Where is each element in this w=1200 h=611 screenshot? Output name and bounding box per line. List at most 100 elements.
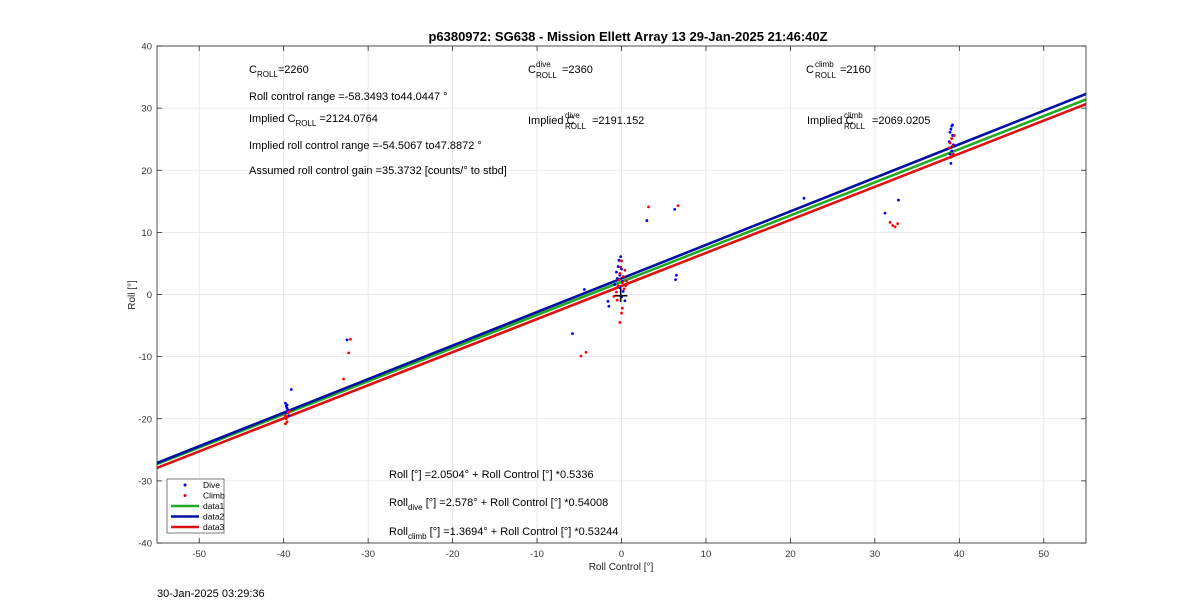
point-dive [949,162,953,165]
x-tick-label: 30 [870,549,881,560]
point-climb [349,337,352,341]
data-marks [156,92,1087,470]
point-climb [283,414,287,418]
point-climb [284,417,288,421]
point-climb [347,351,351,355]
point-climb [618,321,622,324]
point-dive [606,299,610,303]
svg-text:ROLL: ROLL [565,122,586,131]
svg-text:climb: climb [844,111,863,120]
point-climb [893,225,897,229]
legend-label-dive: Dive [203,480,220,490]
svg-text:ROLL: ROLL [536,71,557,80]
y-tick-label: 40 [141,42,152,53]
svg-text:C: C [528,64,536,76]
y-tick-label: -30 [138,476,152,487]
point-climb [891,224,894,227]
legend-swatch-climb [183,494,187,497]
svg-text:dive: dive [536,60,551,69]
chart-title: p6380972: SG638 - Mission Ellett Array 1… [428,29,827,44]
annotation-fit-climb: Rollclimb [°] =1.3694° + Roll Control [°… [389,526,618,541]
point-climb [948,141,952,145]
point-dive [948,130,952,134]
legend-label-climb: Climb [203,491,225,501]
fit-line-data3 [156,102,1087,470]
point-climb [949,155,953,159]
annotation-croll-climb: C climb ROLL =2160 [806,60,871,80]
svg-text:Implied C: Implied C [528,115,575,127]
point-dive [289,388,293,391]
point-dive [802,196,806,200]
x-tick-label: -20 [446,549,460,560]
y-axis-label: Roll [°] [127,280,138,310]
timestamp: 30-Jan-2025 03:29:36 [157,588,265,600]
legend-label-data3: data3 [203,522,225,532]
x-tick-label: 0 [619,549,624,560]
x-tick-label: 40 [954,549,965,560]
point-climb [283,422,287,426]
point-dive [674,278,677,281]
point-dive [283,411,287,414]
svg-text:Implied C: Implied C [807,115,854,127]
y-tick-label: 10 [141,228,152,239]
legend-label-data1: data1 [203,501,225,511]
y-tick-label: -20 [138,414,152,425]
point-climb [623,268,627,272]
annotation-roll-control-range: Roll control range =-58.3493 to44.0447 ° [249,91,448,103]
point-climb [624,284,628,288]
x-tick-label: 50 [1038,549,1049,560]
point-climb [620,259,623,263]
annotation-implied-croll: Implied CROLL =2124.0764 [249,113,378,128]
legend-item-data1: data1 [171,501,225,511]
y-tick-label: -10 [138,352,152,363]
point-climb [621,275,625,278]
svg-text:=2069.0205: =2069.0205 [872,115,930,127]
svg-text:=2191.152: =2191.152 [592,115,644,127]
point-dive [285,403,289,407]
svg-text:climb: climb [815,60,834,69]
annotation-implied-range: Implied roll control range =-54.5067 to4… [249,140,482,152]
point-climb [285,420,289,424]
plot-area: -50 -40 -30 -20 -10 0 10 20 30 40 50 -40 -30 -20 -10 0 1… [138,42,1087,560]
point-dive [621,289,625,293]
point-climb [888,221,892,224]
point-dive [948,152,952,156]
svg-text:ROLL: ROLL [844,122,865,131]
point-dive [287,414,291,418]
annotations: CROLL=2260 Roll control range =-58.3493 … [249,60,930,541]
point-climb [616,284,620,288]
point-dive [673,207,677,211]
x-tick-label: -30 [361,549,375,560]
point-dive [619,255,623,259]
point-climb [615,298,619,302]
point-dive [674,273,678,277]
point-dive [613,283,617,286]
point-climb [951,144,954,148]
point-dive [950,149,954,153]
legend-item-data3: data3 [171,522,225,532]
annotation-implied-climb: Implied C climb ROLL =2069.0205 [807,111,930,131]
point-dive [607,304,611,308]
annotation-fit-all: Roll [°] =2.0504° + Roll Control [°] *0.… [389,469,594,481]
point-dive [951,123,954,127]
point-climb [620,306,624,310]
point-dive [897,198,900,202]
legend-label-data2: data2 [203,512,225,522]
point-dive [616,265,620,268]
x-tick-label: -50 [192,549,206,560]
point-dive [345,338,349,342]
point-climb [951,153,954,157]
y-tick-label: 30 [141,104,152,115]
point-climb [584,350,588,354]
legend-item-dive: Dive [183,480,220,490]
point-climb [615,290,618,294]
point-dive [571,332,574,336]
annotation-fit-dive: Rolldive [°] =2.578° + Roll Control [°] … [389,497,608,512]
annotation-implied-dive: Implied C dive ROLL =2191.152 [528,111,644,131]
point-climb [579,354,583,358]
point-climb [622,287,626,291]
x-axis-label: Roll Control [°] [589,562,654,573]
y-tick-label: -40 [138,539,152,550]
